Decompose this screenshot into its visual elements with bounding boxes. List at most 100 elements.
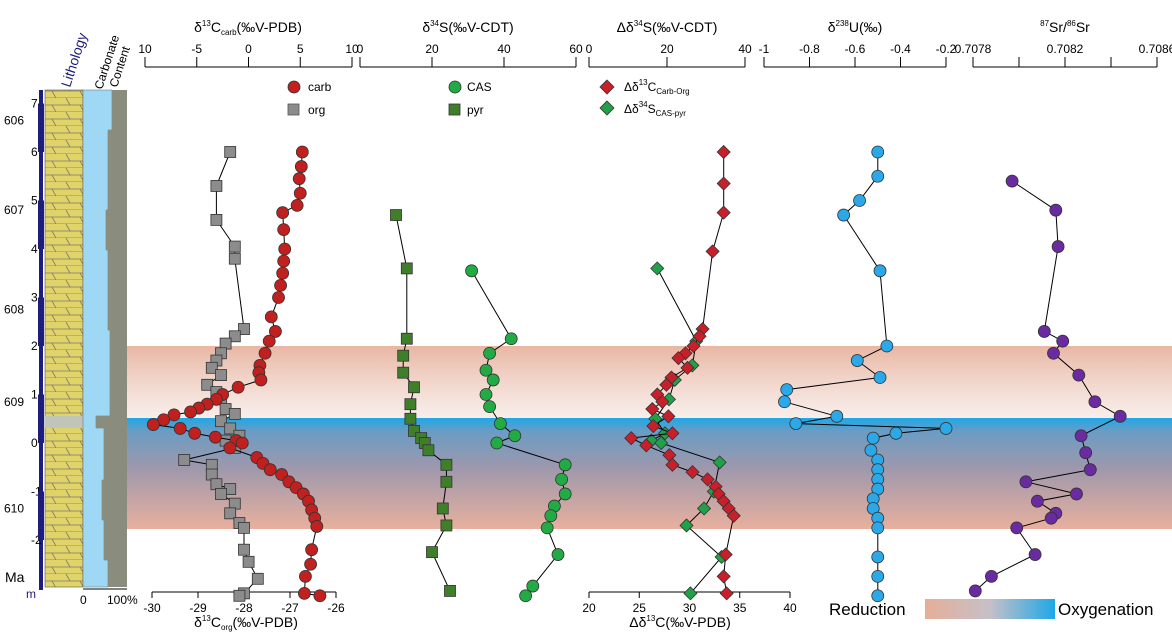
cas-point-16 xyxy=(551,548,565,561)
ds-point-0 xyxy=(650,261,665,276)
dc-point-2 xyxy=(716,205,731,220)
cas-point-12 xyxy=(558,487,572,501)
carb-point-6 xyxy=(277,223,291,237)
dc-bottom-ticklabel-2: 30 xyxy=(683,601,697,615)
org-bottom-ticklabel-1: -29 xyxy=(189,601,207,615)
carb-point-8 xyxy=(277,254,291,268)
uranium-point-12 xyxy=(939,422,953,435)
org-point-32 xyxy=(238,543,250,556)
uranium-top-ticklabel-4: -0.2 xyxy=(936,42,957,56)
org-point-31 xyxy=(238,521,250,534)
dc-point-13 xyxy=(655,394,670,409)
carb-top-ticklabel-2: 0 xyxy=(245,42,252,56)
dc-bottom-ticklabel-4: 40 xyxy=(783,601,797,615)
uranium-point-6 xyxy=(850,354,864,367)
org-point-6 xyxy=(228,330,241,343)
dc-bottom-title: Δδ13C(‰V-PDB) xyxy=(629,614,731,630)
uranium-point-7 xyxy=(873,371,887,384)
strontium-point-16 xyxy=(1044,511,1058,525)
strontium-point-8 xyxy=(1113,409,1127,423)
cas-point-9 xyxy=(490,436,504,450)
carb-point-47 xyxy=(299,569,312,583)
dc-point-11 xyxy=(659,377,674,392)
uranium-point-24 xyxy=(871,550,885,564)
carb-point-4 xyxy=(290,198,304,212)
ds-point-12 xyxy=(679,518,694,533)
uranium-point-14 xyxy=(866,431,880,445)
delta-top-ticklabel-0: 0 xyxy=(586,42,593,56)
legend-cas-label: CAS xyxy=(467,80,492,94)
carb-point-1 xyxy=(294,160,308,173)
sulfur-top-title: δ34S(‰V-CDT) xyxy=(422,19,513,35)
uranium-top-title: δ238U(‰) xyxy=(828,19,883,35)
carb-point-14 xyxy=(262,334,276,348)
cas-point-3 xyxy=(479,363,493,377)
dc-point-30 xyxy=(716,569,731,584)
strontium-top-title: 87Sr/86Sr xyxy=(1040,19,1090,35)
strontium-point-3 xyxy=(1037,325,1051,338)
pyr-point-11 xyxy=(422,444,435,457)
carb-top-ticklabel-0: 10 xyxy=(138,42,152,56)
org-bottom-ticklabel-4: -26 xyxy=(327,601,345,615)
ma-unit-label: Ma xyxy=(5,569,25,585)
dc-point-1 xyxy=(716,176,731,191)
uranium-point-11 xyxy=(789,417,803,431)
uranium-series xyxy=(778,145,953,603)
legend-org-marker xyxy=(287,103,300,116)
pyr-point-8 xyxy=(408,424,420,437)
carb-point-0 xyxy=(295,145,309,159)
dc-bottom-ticklabel-1: 25 xyxy=(633,601,647,615)
ds-point-9 xyxy=(712,455,727,470)
m-tick-0: 7 xyxy=(31,97,38,111)
dc-point-15 xyxy=(661,409,676,424)
cas-point-17 xyxy=(526,579,540,593)
dc-point-3 xyxy=(705,244,720,259)
ma-tick-0: 606 xyxy=(4,113,24,127)
strontium-point-0 xyxy=(1005,174,1019,188)
org-point-1 xyxy=(210,180,223,192)
carb-point-19 xyxy=(231,380,245,394)
org-point-3 xyxy=(228,240,241,253)
strontium-point-9 xyxy=(1074,429,1088,443)
strontium-point-4 xyxy=(1056,334,1070,348)
m-tick-9: -2 xyxy=(31,533,42,547)
carb-point-13 xyxy=(269,325,282,338)
org-point-33 xyxy=(242,555,255,568)
m-tick-8: -1 xyxy=(31,485,42,499)
delta-top-ticklabel-1: 20 xyxy=(660,42,674,56)
carb-top-ticklabel-3: 5 xyxy=(297,42,304,56)
cas-point-8 xyxy=(508,429,522,443)
cas-point-11 xyxy=(555,472,568,486)
pyr-point-1 xyxy=(400,262,413,275)
org-point-16 xyxy=(228,407,241,420)
pyr-point-5 xyxy=(408,381,420,394)
delta-top-ticklabel-2: 40 xyxy=(738,42,752,56)
carb-point-7 xyxy=(278,242,292,256)
carb-point-32 xyxy=(235,436,249,450)
strontium-point-13 xyxy=(1070,487,1083,501)
dc-point-28 xyxy=(726,508,741,523)
org-point-4 xyxy=(228,252,241,265)
carb-point-10 xyxy=(274,278,287,292)
cas-point-18 xyxy=(519,589,532,603)
dc-point-23 xyxy=(700,472,715,487)
dc-bottom-ticklabel-0: 20 xyxy=(582,601,596,615)
ma-tick-2: 608 xyxy=(4,303,24,317)
pyr-point-4 xyxy=(397,366,410,379)
carb-point-5 xyxy=(276,206,290,220)
m-tick-1: 6 xyxy=(31,145,38,159)
dc-point-31 xyxy=(719,586,734,601)
pyr-series xyxy=(390,209,456,597)
cas-point-0 xyxy=(465,264,479,278)
pyr-point-16 xyxy=(426,546,438,559)
dc-point-18 xyxy=(624,431,639,446)
uranium-point-23 xyxy=(871,521,885,535)
uranium-point-4 xyxy=(873,264,887,278)
carb-point-30 xyxy=(208,430,222,444)
m-tick-5: 2 xyxy=(31,339,38,353)
org-point-22 xyxy=(178,454,191,466)
ds-point-8 xyxy=(654,435,669,451)
uranium-point-9 xyxy=(778,395,791,409)
sulfur-top-ticklabel-3: 60 xyxy=(569,42,583,56)
strontium-point-6 xyxy=(1072,368,1086,382)
